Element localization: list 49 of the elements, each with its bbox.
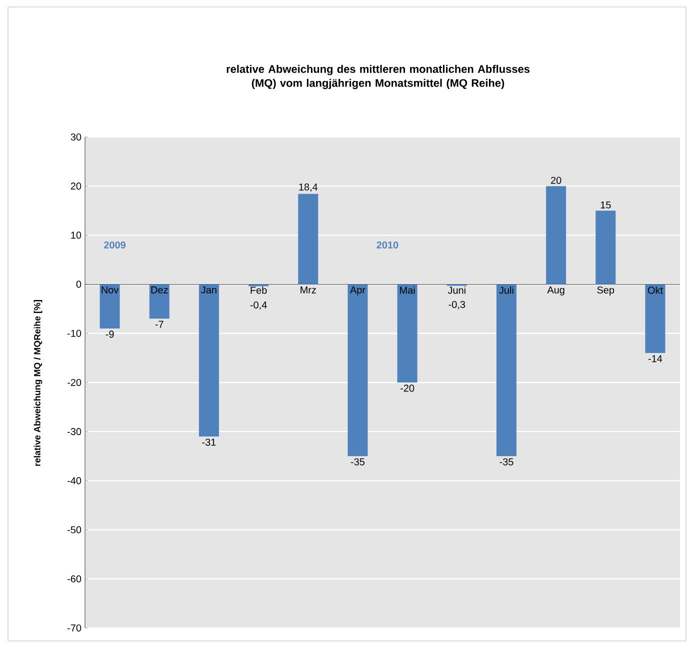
data-label: -0,4 xyxy=(250,301,267,310)
bar xyxy=(496,284,516,456)
y-tick-label: 30 xyxy=(70,133,82,141)
data-label: -14 xyxy=(648,355,662,362)
y-tick-label: -10 xyxy=(68,330,82,337)
x-tick-label: Mrz xyxy=(300,286,316,294)
annotation: 2010 xyxy=(376,241,398,249)
bar xyxy=(298,194,318,284)
data-label: -35 xyxy=(350,458,364,466)
data-label: 18,4 xyxy=(299,184,318,192)
data-label: -0,3 xyxy=(448,300,466,310)
x-tick-label: Apr xyxy=(350,286,366,296)
y-tick-label: -60 xyxy=(68,575,82,582)
annotation: 2009 xyxy=(104,241,126,249)
bar xyxy=(100,284,120,328)
y-tick-label: -70 xyxy=(68,624,82,632)
x-tick-label: Juni xyxy=(448,286,466,294)
x-tick-label: Okt xyxy=(648,286,663,294)
x-tick-label: Juli xyxy=(499,286,514,294)
y-tick-label: 0 xyxy=(76,280,82,288)
data-label: -31 xyxy=(202,438,216,446)
y-axis-title: relative Abweichung MQ / MQReihe [%] xyxy=(34,300,42,466)
x-tick-label: Dez xyxy=(151,286,168,294)
data-label: -20 xyxy=(400,384,414,392)
bar xyxy=(645,284,666,354)
x-tick-label: Mai xyxy=(400,286,415,294)
data-label: 20 xyxy=(551,176,562,184)
data-label: -7 xyxy=(155,320,164,328)
y-tick-label: -20 xyxy=(68,378,82,386)
y-tick-label: -40 xyxy=(68,477,82,484)
x-tick-label: Jan xyxy=(201,286,216,294)
bar xyxy=(546,186,566,284)
data-label: 15 xyxy=(600,201,611,208)
data-label: -35 xyxy=(500,458,514,466)
bar xyxy=(149,284,170,319)
y-tick-label: -30 xyxy=(68,428,82,436)
y-tick-label: 20 xyxy=(70,182,82,190)
x-tick-label: Aug xyxy=(547,286,564,296)
bar xyxy=(198,284,219,436)
bar xyxy=(397,284,418,382)
x-tick-label: Nov xyxy=(102,286,119,294)
chart-title: relative Abweichung des mittleren monatlichen Abflusses (MQ) vom langjährigen Monatsmittel (MQ Reihe) xyxy=(226,64,530,90)
x-tick-label: Sep xyxy=(597,286,614,296)
y-tick-label: 10 xyxy=(71,232,82,239)
data-label: -9 xyxy=(106,330,114,338)
bar xyxy=(596,210,616,284)
x-tick-label: Feb xyxy=(250,286,267,294)
y-tick-label: -50 xyxy=(68,526,82,534)
bar xyxy=(348,284,368,456)
